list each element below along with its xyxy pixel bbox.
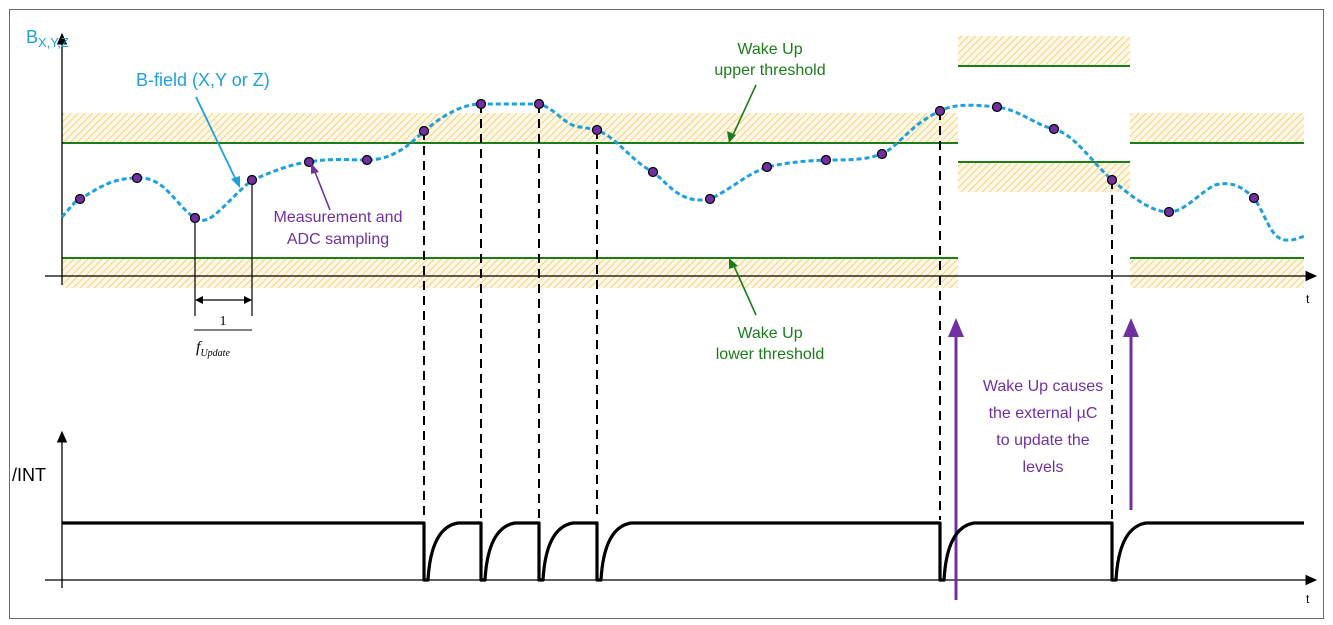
sample-dot — [704, 193, 716, 205]
sample-dot — [761, 161, 773, 173]
sample-dot — [1248, 192, 1260, 204]
sample-dot — [1048, 123, 1060, 135]
sample-dot — [533, 98, 545, 110]
upper-zone-initial — [62, 113, 958, 143]
measurement-label-line1: Measurement and — [274, 209, 403, 226]
wake-label-line4: levels — [1023, 459, 1064, 476]
upper-zone-final — [1130, 113, 1304, 143]
sample-dot — [991, 101, 1003, 113]
y-axis-label-top: BX,Y,Z — [26, 27, 69, 50]
upper-threshold-label-line1: Wake Up — [737, 41, 802, 58]
wake-label-line2: the external µC — [989, 405, 1098, 422]
sample-dot — [361, 154, 373, 166]
wake-event-dashed-lines — [423, 104, 1113, 520]
wake-label-line3: to update the — [996, 432, 1090, 449]
upper-zone-mid — [958, 36, 1130, 66]
sample-dot — [1106, 174, 1118, 186]
measurement-pointer — [314, 171, 331, 211]
period-arrow — [194, 296, 252, 331]
sample-dot — [876, 148, 888, 160]
sample-dot — [820, 154, 832, 166]
diagram-frame — [9, 9, 1324, 619]
measurement-label-line2: ADC sampling — [287, 231, 389, 248]
wake-label-line1: Wake Up causes — [983, 378, 1103, 395]
lower-zone-initial — [62, 258, 958, 288]
sample-dot — [591, 124, 603, 136]
upper-threshold-pointer — [732, 84, 757, 136]
lower-threshold-label-line2: lower threshold — [716, 346, 825, 363]
x-axis-label-bottom: t — [1306, 592, 1310, 606]
top-axes — [45, 32, 1318, 285]
int-signal — [62, 521, 1304, 582]
sample-dot — [647, 166, 659, 178]
period-numerator: 1 — [220, 314, 227, 329]
sample-dots — [74, 98, 1260, 224]
y-axis-label-bottom: /INT — [12, 465, 46, 485]
sample-dot — [246, 174, 258, 186]
upper-threshold-label-line2: upper threshold — [714, 62, 825, 79]
sample-period-stems — [194, 180, 253, 316]
lower-threshold-label-line1: Wake Up — [737, 325, 802, 342]
threshold-lines — [62, 65, 1304, 259]
sample-dot — [418, 125, 430, 137]
sample-dot — [934, 105, 946, 117]
x-axis-label-top: t — [1306, 292, 1310, 306]
sample-dot — [1163, 206, 1175, 218]
bfield-label: B-field (X,Y or Z) — [136, 70, 270, 90]
bfield-pointer — [195, 96, 237, 181]
lower-zone-mid — [958, 162, 1130, 192]
lower-threshold-pointer — [733, 265, 757, 316]
hysteresis-zones — [62, 36, 1304, 288]
sample-dot — [189, 212, 201, 224]
period-denominator: fUpdate — [196, 339, 230, 359]
sample-dot — [74, 193, 86, 205]
sample-dot — [475, 98, 487, 110]
lower-zone-final — [1130, 258, 1304, 288]
annotation-arrows — [195, 84, 1139, 600]
sample-dot — [131, 172, 143, 184]
bottom-axes — [45, 430, 1318, 588]
